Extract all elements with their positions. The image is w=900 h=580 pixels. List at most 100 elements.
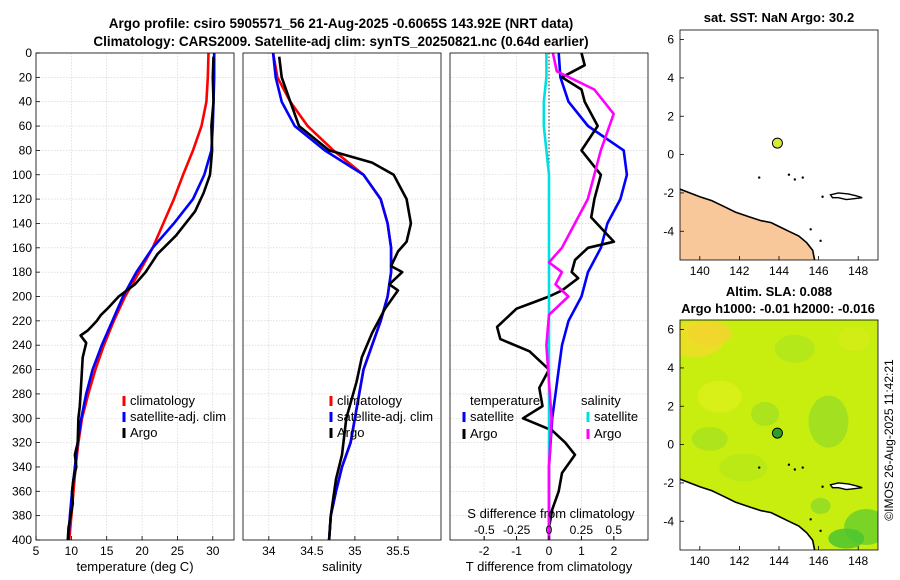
sla-anomaly-patch (751, 401, 780, 426)
sla-anomaly-patch (719, 453, 768, 482)
map-y-tick-label: -4 (663, 514, 674, 528)
x-tick-label: 10 (65, 544, 79, 558)
y-tick-label: 260 (12, 363, 32, 377)
series-line-argo (277, 56, 413, 541)
x-tick-label: 2 (611, 544, 618, 558)
map-x-tick-label: 140 (690, 264, 710, 278)
islet (819, 239, 822, 243)
x-tick-label: 35.5 (386, 544, 410, 558)
argo-location-marker (771, 137, 783, 149)
islet (758, 466, 761, 469)
sla-anomaly-patch (810, 497, 831, 514)
x-axis-label: temperature (deg C) (76, 559, 193, 574)
y-tick-label: 120 (12, 192, 32, 206)
legend-argo-label: Argo (130, 425, 157, 440)
islet (819, 529, 822, 533)
y-tick-label: 60 (19, 119, 33, 133)
y-tick-label: 40 (19, 95, 33, 109)
y-tick-label: 80 (19, 143, 33, 157)
map-x-tick-label: 144 (769, 264, 789, 278)
legend-satellite-label: satellite-adj. clim (337, 409, 433, 424)
x-axis-label: salinity (322, 559, 362, 574)
legend-t-argo-label: Argo (470, 426, 497, 441)
series-line-salinity-argo (545, 52, 616, 540)
y-tick-label: 140 (12, 216, 32, 230)
sst-map-panel: 140 142 144 146 148 -4 -2 0 2 4 6 sat. SST: NaN Arg… (663, 10, 879, 278)
map-content (680, 320, 878, 550)
map-y-tick-label: -2 (663, 186, 674, 200)
y-tick-label: 180 (12, 265, 32, 279)
sla-anomaly-patch (838, 327, 871, 352)
map-y-tick-label: 0 (667, 438, 674, 452)
x2-tick-label: -0.5 (474, 523, 495, 537)
sla-anomaly-patch (691, 426, 728, 451)
x-tick-label: 34.5 (300, 544, 324, 558)
island-outline (829, 482, 863, 491)
x-tick-label: -2 (479, 544, 490, 558)
islet (793, 178, 797, 181)
islet (801, 466, 804, 469)
x2-tick-label: 0.5 (605, 523, 622, 537)
y-tick-label: 280 (12, 387, 32, 401)
y-tick-label: 160 (12, 241, 32, 255)
map-y-tick-label: 2 (667, 399, 674, 413)
salinity-panel: 34 34.5 35 35.5 salinity climatologysatellite… (242, 52, 442, 574)
islet (821, 195, 824, 198)
imos-watermark: ©IMOS 26-Aug-2025 11:42:21 (882, 359, 896, 521)
legend-s-argo-label: Argo (594, 426, 621, 441)
map-y-tick-label: 2 (667, 109, 674, 123)
islet (809, 228, 812, 231)
legend-argo-label: Argo (337, 425, 364, 440)
islet (787, 173, 791, 176)
legend-climatology-label: climatology (130, 393, 196, 408)
y-tick-label: 200 (12, 290, 32, 304)
map-y-tick-label: -2 (663, 476, 674, 490)
x2-tick-label: -0.25 (503, 523, 531, 537)
map-x-tick-label: 146 (809, 264, 829, 278)
map-y-tick-label: 6 (667, 323, 674, 337)
temperature-panel: 5 10 15 20 25 3002040608010012014016018020022… (12, 46, 235, 574)
y-tick-label: 300 (12, 411, 32, 425)
map-subtitle: Argo h1000: -0.01 h2000: -0.016 (681, 301, 875, 316)
x-tick-label: -1 (511, 544, 522, 558)
x-tick-label: 34 (262, 544, 276, 558)
x2-tick-label: 0 (546, 523, 553, 537)
map-title: sat. SST: NaN Argo: 30.2 (704, 10, 855, 25)
legend-salinity-title: salinity (581, 393, 621, 408)
y-tick-label: 320 (12, 436, 32, 450)
land-area (680, 479, 815, 550)
sla-anomaly-patch (774, 334, 815, 363)
map-y-tick-label: 4 (667, 71, 674, 85)
y-tick-label: 220 (12, 314, 32, 328)
legend-satellite-label: satellite-adj. clim (130, 409, 226, 424)
sla-map-panel: 140 142 144 146 148 -4 -2 0 2 4 6 Altim. SLA: 0.088… (663, 284, 879, 568)
x-axis-label: T difference from climatology (466, 559, 633, 574)
y-tick-label: 0 (25, 46, 32, 60)
map-x-tick-label: 144 (769, 554, 789, 568)
y-tick-label: 240 (12, 338, 32, 352)
x-tick-label: 1 (578, 544, 585, 558)
figure-title-line2: Climatology: CARS2009. Satellite-adj cli… (93, 34, 588, 49)
figure-title-line1: Argo profile: csiro 5905571_56 21-Aug-20… (109, 16, 573, 31)
axes-frame (242, 52, 442, 541)
y-tick-label: 400 (12, 533, 32, 547)
map-x-tick-label: 142 (729, 554, 749, 568)
sla-anomaly-patch (687, 321, 732, 346)
map-y-tick-label: 6 (667, 33, 674, 47)
x-tick-label: 35 (348, 544, 362, 558)
sla-anomaly-patch (697, 380, 742, 413)
y-tick-label: 100 (12, 168, 32, 182)
islet (793, 468, 797, 471)
series-line-satellite-adj-clim (271, 52, 393, 541)
map-x-tick-label: 148 (848, 264, 868, 278)
islet (787, 463, 791, 466)
coastline (680, 478, 816, 550)
difference-panel: -2 -1 0 1 2T difference from climatology S di… (449, 52, 649, 574)
map-x-tick-label: 148 (848, 554, 868, 568)
x-tick-label: 5 (33, 544, 40, 558)
map-x-tick-label: 146 (809, 554, 829, 568)
x-tick-label: 0 (546, 544, 553, 558)
y-tick-label: 20 (19, 70, 33, 84)
map-content (680, 137, 863, 260)
